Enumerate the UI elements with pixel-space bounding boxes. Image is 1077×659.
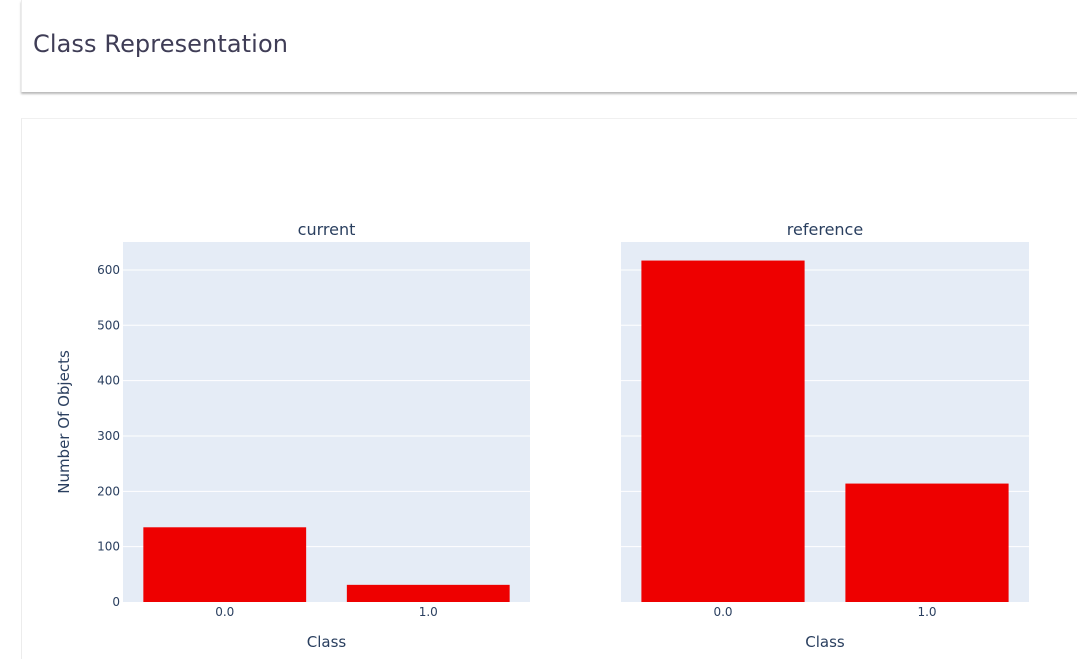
x-axis-label: Class xyxy=(307,633,347,651)
x-tick-label: 0.0 xyxy=(713,605,732,619)
y-tick-label: 300 xyxy=(97,429,120,443)
bar-reference-1.0 xyxy=(845,483,1009,602)
y-axis-label: Number Of Objects xyxy=(55,350,73,494)
bar-current-0.0 xyxy=(143,527,307,602)
y-tick-label: 200 xyxy=(97,484,120,498)
x-axis-label: Class xyxy=(805,633,845,651)
header-card: Class Representation xyxy=(21,0,1077,92)
chart-card: Number Of Objects 0 100 200 300 400 500 600 curr… xyxy=(21,118,1077,659)
subplot-title: reference xyxy=(787,220,863,239)
bar-current-1.0 xyxy=(346,584,510,602)
page-title: Class Representation xyxy=(33,30,289,58)
bar-reference-0.0 xyxy=(641,260,805,602)
x-tick-label: 1.0 xyxy=(419,605,438,619)
y-tick-label: 0 xyxy=(112,595,120,609)
y-tick-label: 400 xyxy=(97,374,120,388)
y-tick-label: 500 xyxy=(97,318,120,332)
y-tick-label: 100 xyxy=(97,540,120,554)
y-tick-label: 600 xyxy=(97,263,120,277)
subplot-title: current xyxy=(298,220,356,239)
x-tick-label: 0.0 xyxy=(215,605,234,619)
x-tick-label: 1.0 xyxy=(917,605,936,619)
bar-chart: Number Of Objects 0 100 200 300 400 500 600 curr… xyxy=(55,220,1029,651)
